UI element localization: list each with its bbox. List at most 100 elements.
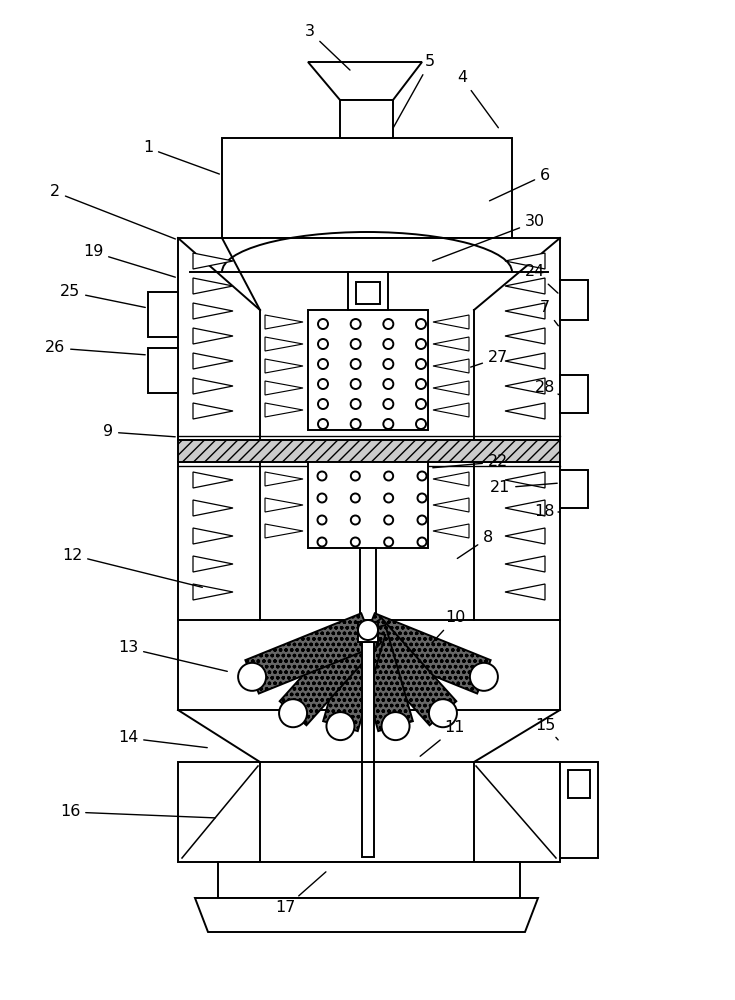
Circle shape (318, 359, 328, 369)
Polygon shape (505, 500, 545, 516)
Polygon shape (433, 315, 469, 329)
Text: 11: 11 (420, 720, 465, 756)
Polygon shape (505, 403, 545, 419)
Circle shape (416, 419, 426, 429)
Text: 24: 24 (525, 264, 558, 293)
Circle shape (384, 359, 393, 369)
Polygon shape (433, 359, 469, 373)
Circle shape (318, 493, 326, 502)
Circle shape (416, 359, 426, 369)
Text: 13: 13 (118, 641, 227, 671)
Polygon shape (265, 498, 303, 512)
Polygon shape (193, 303, 233, 319)
Circle shape (326, 712, 354, 740)
Bar (560, 470, 588, 508)
Polygon shape (433, 403, 469, 417)
Polygon shape (193, 328, 233, 344)
Polygon shape (505, 278, 545, 294)
Bar (178, 762, 560, 862)
Circle shape (351, 538, 360, 546)
Polygon shape (433, 472, 469, 486)
Polygon shape (245, 613, 375, 694)
Polygon shape (265, 337, 303, 351)
Bar (560, 280, 588, 320)
Polygon shape (193, 472, 233, 488)
Bar (178, 238, 560, 440)
Polygon shape (433, 524, 469, 538)
Bar (358, 622, 378, 642)
Bar (308, 310, 428, 430)
Circle shape (318, 319, 328, 329)
Polygon shape (323, 625, 385, 731)
Polygon shape (193, 556, 233, 572)
Text: 28: 28 (535, 380, 560, 395)
Polygon shape (265, 359, 303, 373)
Text: 18: 18 (535, 504, 560, 520)
Bar (148, 292, 178, 337)
Polygon shape (193, 353, 233, 369)
Polygon shape (505, 303, 545, 319)
Circle shape (417, 516, 426, 524)
Polygon shape (505, 528, 545, 544)
Circle shape (429, 699, 457, 727)
Circle shape (318, 379, 328, 389)
Circle shape (384, 516, 393, 524)
Circle shape (351, 472, 360, 481)
Polygon shape (354, 618, 456, 725)
Polygon shape (265, 381, 303, 395)
Polygon shape (265, 472, 303, 486)
Polygon shape (308, 62, 422, 100)
Bar (568, 770, 590, 798)
Circle shape (318, 538, 326, 546)
Bar (178, 440, 560, 462)
Circle shape (384, 493, 393, 502)
Polygon shape (193, 584, 233, 600)
Bar (222, 138, 512, 238)
Circle shape (384, 538, 393, 546)
Circle shape (384, 472, 393, 481)
Polygon shape (193, 378, 233, 394)
Text: 22: 22 (433, 454, 508, 470)
Circle shape (238, 663, 266, 691)
Polygon shape (265, 403, 303, 417)
Circle shape (351, 379, 361, 389)
Text: 21: 21 (490, 481, 557, 495)
Text: 4: 4 (457, 70, 498, 128)
Polygon shape (195, 898, 538, 932)
Circle shape (318, 339, 328, 349)
Circle shape (384, 419, 393, 429)
Circle shape (351, 399, 361, 409)
Text: 9: 9 (103, 424, 175, 440)
Polygon shape (351, 625, 413, 731)
Circle shape (384, 319, 393, 329)
Bar (560, 762, 598, 858)
Polygon shape (433, 381, 469, 395)
Polygon shape (505, 378, 545, 394)
Polygon shape (505, 353, 545, 369)
Bar (148, 348, 178, 393)
Text: 5: 5 (393, 54, 435, 128)
Polygon shape (193, 528, 233, 544)
Circle shape (351, 319, 361, 329)
Text: 27: 27 (470, 351, 508, 367)
Circle shape (416, 319, 426, 329)
Circle shape (381, 712, 409, 740)
Bar (362, 762, 374, 857)
Polygon shape (505, 253, 545, 269)
Bar (360, 548, 376, 620)
Circle shape (417, 493, 426, 502)
Text: 30: 30 (433, 215, 545, 261)
Bar (356, 282, 380, 304)
Circle shape (416, 379, 426, 389)
Polygon shape (265, 315, 303, 329)
Polygon shape (193, 278, 233, 294)
Polygon shape (433, 498, 469, 512)
Polygon shape (193, 253, 233, 269)
Circle shape (417, 472, 426, 481)
Circle shape (351, 339, 361, 349)
Circle shape (318, 516, 326, 524)
Polygon shape (280, 618, 381, 725)
Circle shape (351, 493, 360, 502)
Text: 3: 3 (305, 24, 350, 70)
Bar (178, 462, 560, 620)
